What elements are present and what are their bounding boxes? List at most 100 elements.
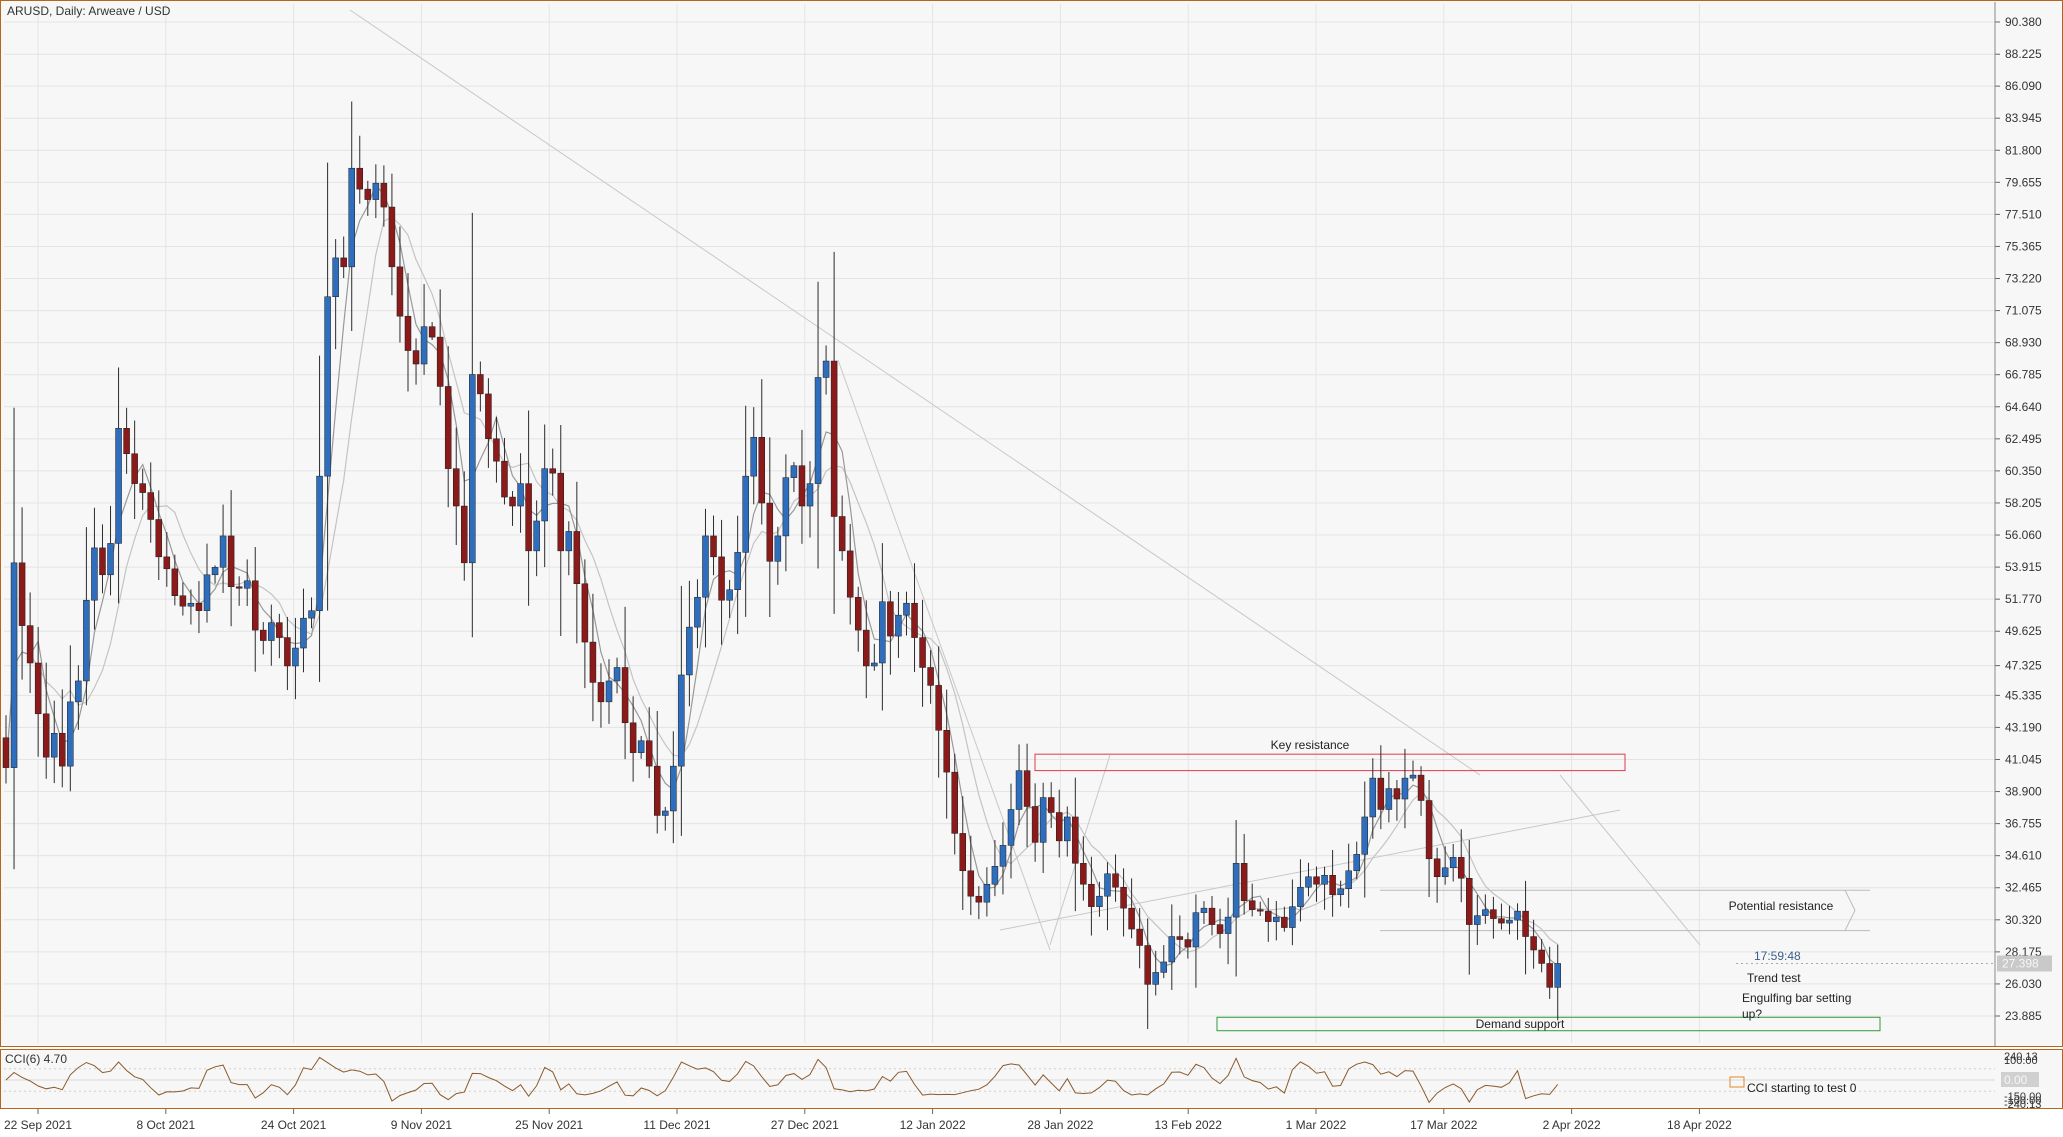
bull-candle	[1224, 916, 1232, 934]
bull-candle	[1007, 809, 1015, 846]
price-tick-label: 28.175	[2005, 945, 2042, 959]
engulfing-label-line1: Engulfing bar setting	[1742, 991, 1851, 1005]
price-tick-label: 30.320	[2005, 913, 2042, 927]
price-tick-label: 62.495	[2005, 432, 2042, 446]
bear-candle	[1128, 907, 1135, 930]
main-downtrend-line[interactable]	[349, 9, 1481, 776]
bear-candle	[485, 393, 492, 440]
bull-candle	[1192, 912, 1200, 948]
bull-candle	[1015, 770, 1023, 810]
price-tick-label: 26.030	[2005, 977, 2042, 991]
price-tick-label: 75.365	[2005, 239, 2042, 253]
bull-candle	[774, 535, 782, 562]
candlesticks	[2, 101, 1561, 1029]
bull-candle	[372, 182, 380, 200]
support-line-left[interactable]	[1049, 754, 1111, 946]
current-price-tag	[1997, 955, 2052, 972]
bull-candle	[1385, 788, 1393, 810]
price-tick-label: 45.335	[2005, 688, 2042, 702]
bear-candle	[1047, 797, 1055, 813]
time-tick-label: 9 Nov 2021	[391, 1118, 453, 1132]
bear-candle	[1425, 800, 1433, 860]
price-tick-label: 60.350	[2005, 464, 2042, 478]
cci-tick-label: 240.13	[2004, 1051, 2038, 1063]
bear-candle	[444, 386, 452, 469]
bull-candle	[694, 596, 701, 628]
bull-candle	[67, 701, 74, 767]
time-tick-label: 27 Dec 2021	[771, 1118, 839, 1132]
bear-candle	[758, 437, 766, 504]
bull-candle	[1232, 863, 1240, 918]
bull-candle	[790, 465, 798, 478]
steep-downtrend-line[interactable]	[837, 359, 1051, 951]
rising-trend-line[interactable]	[999, 809, 1621, 931]
bull-candle	[1200, 907, 1208, 913]
bull-candle	[1297, 886, 1304, 907]
bear-candle	[2, 737, 10, 768]
price-tick-label: 56.060	[2005, 528, 2042, 542]
bear-candle	[1088, 883, 1095, 907]
bull-candle	[469, 374, 476, 564]
bear-candle	[436, 336, 444, 387]
price-tick-label: 34.610	[2005, 849, 2042, 863]
bear-candle	[18, 562, 26, 626]
price-tick-label: 49.625	[2005, 624, 2042, 638]
bear-candle	[710, 535, 717, 558]
bull-candle	[605, 680, 613, 703]
bear-candle	[718, 556, 725, 601]
time-tick-label: 28 Jan 2022	[1027, 1118, 1093, 1132]
time-tick-label: 13 Feb 2022	[1155, 1118, 1223, 1132]
time-tick-label: 12 Jan 2022	[900, 1118, 966, 1132]
grid-lines	[4, 4, 1995, 1043]
bull-candle	[420, 326, 428, 365]
bear-candle	[388, 206, 396, 268]
bull-candle	[871, 662, 878, 667]
price-tick-label: 23.885	[2005, 1009, 2042, 1023]
price-tick-label: 66.785	[2005, 368, 2042, 382]
price-chart-panel[interactable]	[0, 0, 2063, 1047]
bear-candle	[854, 596, 862, 631]
bear-candle	[42, 713, 50, 758]
bear-candle	[830, 360, 838, 517]
bull-candle	[1369, 777, 1377, 818]
axes: 90.380 88.225 86.090 83.945 81.800 79.655 77.5…	[4, 2, 2052, 1132]
potential-resistance-label: Potential resistance	[1729, 899, 1834, 913]
bull-candle	[1337, 888, 1344, 895]
bear-candle	[621, 667, 629, 724]
bear-candle	[1080, 863, 1087, 885]
bear-candle	[1265, 910, 1272, 922]
bear-candle	[1112, 873, 1119, 888]
recent-downtrend-line[interactable]	[1559, 774, 1701, 946]
price-tick-label: 79.655	[2005, 175, 2042, 189]
bull-candle	[1039, 797, 1047, 843]
bear-candle	[1184, 939, 1192, 948]
cci-indicator-panel[interactable]	[0, 1049, 2063, 1109]
bear-candle	[147, 492, 154, 520]
bull-candle	[903, 602, 910, 616]
bull-candle	[541, 468, 548, 522]
bear-candle	[509, 496, 516, 507]
demand-support-box[interactable]	[1216, 1016, 1881, 1032]
bear-candle	[1281, 916, 1288, 928]
price-tick-label: 81.800	[2005, 143, 2042, 157]
bull-candle	[1305, 876, 1312, 888]
cci-tick-label: 100.00	[2004, 1055, 2038, 1067]
cci-tick-label: -150.00	[2004, 1091, 2041, 1103]
bull-candle	[324, 296, 331, 477]
bear-candle	[396, 266, 404, 317]
bull-candle	[702, 535, 709, 598]
bull-candle	[1168, 936, 1176, 963]
price-tick-label: 51.770	[2005, 592, 2042, 606]
bull-candle	[1104, 873, 1111, 897]
key-resistance-box[interactable]	[1034, 753, 1626, 772]
bear-candle	[1072, 816, 1079, 864]
bear-candle	[943, 730, 950, 773]
price-tick-label: 71.075	[2005, 304, 2042, 318]
bear-candle	[1393, 788, 1401, 800]
bear-candle	[975, 895, 983, 903]
price-tick-label: 64.640	[2005, 400, 2042, 414]
price-tick-label: 73.220	[2005, 272, 2042, 286]
trend-test-label: Trend test	[1747, 971, 1801, 985]
